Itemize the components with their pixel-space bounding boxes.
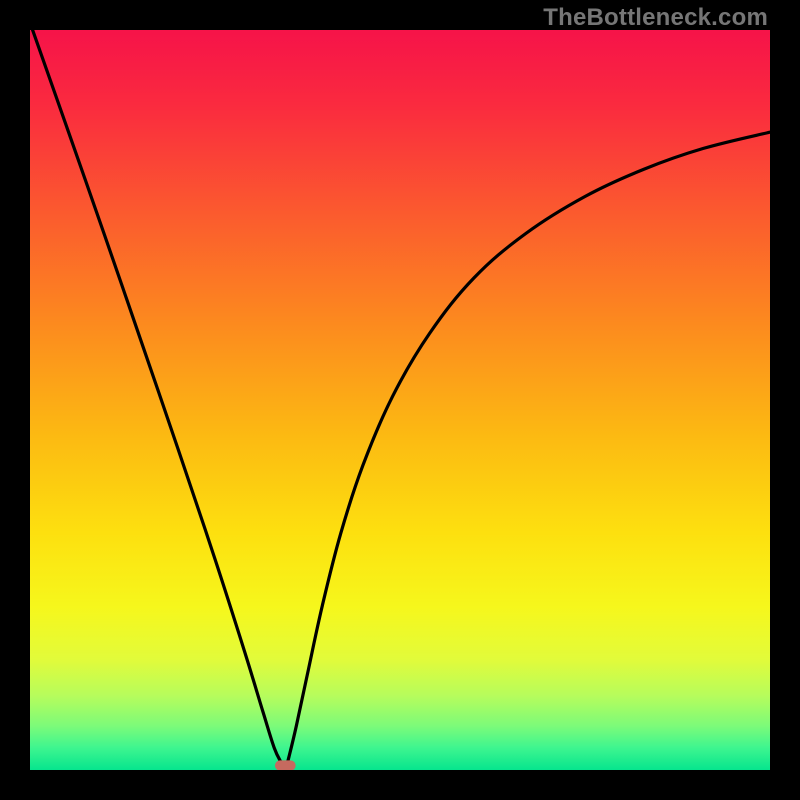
watermark-text: TheBottleneck.com <box>543 4 768 32</box>
plot-background <box>30 30 770 770</box>
plot-area <box>30 30 770 770</box>
plot-svg <box>30 30 770 770</box>
chart-frame: TheBottleneck.com <box>0 0 800 800</box>
min-point-marker <box>275 760 296 770</box>
